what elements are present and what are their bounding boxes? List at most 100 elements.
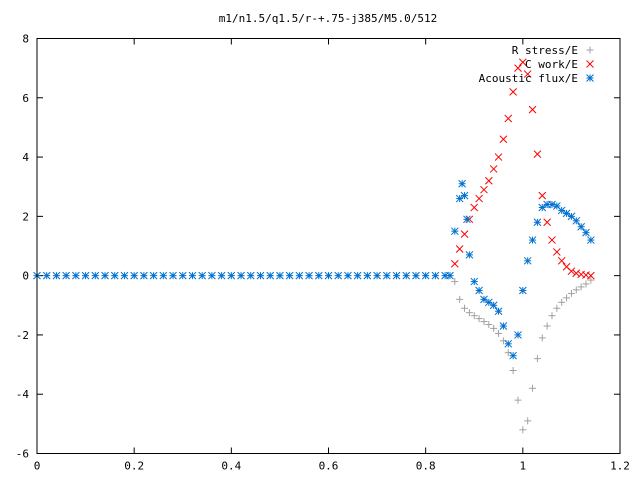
y-tick-label: 4	[22, 151, 29, 164]
data-point	[524, 417, 532, 425]
data-point	[529, 384, 537, 392]
data-point	[504, 339, 513, 348]
y-tick-label: -4	[16, 388, 30, 401]
data-point	[81, 271, 90, 280]
data-point	[509, 351, 517, 360]
data-point	[494, 307, 503, 316]
data-point	[402, 271, 411, 280]
data-point	[495, 329, 503, 337]
data-point	[266, 271, 275, 280]
data-point	[227, 271, 236, 280]
data-point	[494, 153, 503, 161]
data-point	[518, 286, 527, 295]
data-point	[451, 278, 459, 286]
data-point	[480, 318, 488, 326]
y-tick-label: -6	[16, 448, 29, 461]
data-point	[460, 191, 469, 200]
data-point	[523, 256, 532, 265]
data-point	[553, 304, 561, 312]
data-point	[572, 286, 580, 294]
legend-label: Acoustic flux/E	[479, 72, 578, 85]
legend-marker	[586, 46, 594, 54]
data-point	[178, 271, 187, 280]
data-point	[587, 276, 595, 284]
plot-frame	[36, 38, 621, 454]
data-point	[130, 271, 139, 280]
series-2	[33, 179, 595, 360]
data-point	[363, 271, 372, 280]
data-point	[557, 256, 566, 265]
data-point	[504, 114, 513, 123]
x-tick-label: 0.4	[221, 460, 241, 473]
data-point	[110, 271, 119, 280]
data-point	[392, 271, 401, 280]
data-point	[557, 206, 566, 215]
data-point	[237, 271, 245, 280]
data-point	[62, 271, 71, 280]
data-point	[552, 248, 561, 256]
data-point	[455, 245, 464, 253]
data-point	[509, 88, 517, 96]
data-point	[567, 267, 576, 276]
series-1	[450, 58, 595, 280]
y-tick-label: -2	[16, 329, 29, 342]
data-point	[344, 271, 352, 280]
data-point	[458, 179, 466, 188]
data-point	[523, 70, 532, 78]
plot-points	[33, 58, 595, 434]
data-point	[456, 295, 464, 303]
data-point	[42, 271, 51, 280]
data-point	[475, 315, 483, 323]
data-point	[563, 294, 571, 302]
x-tick-label: 0.2	[124, 460, 144, 473]
data-point	[431, 271, 440, 280]
data-point	[465, 309, 473, 317]
data-point	[543, 322, 551, 330]
data-point	[470, 312, 478, 320]
data-point	[519, 426, 527, 434]
data-point	[514, 331, 522, 339]
data-point	[314, 271, 323, 280]
data-point	[548, 312, 556, 320]
legend-label: R stress/E	[512, 44, 578, 57]
data-point	[567, 289, 575, 297]
series-0	[451, 276, 595, 434]
x-tick-label: 1.2	[610, 460, 630, 473]
data-point	[533, 355, 541, 363]
data-point	[470, 203, 479, 212]
data-point	[586, 236, 595, 244]
data-point	[548, 200, 556, 209]
data-point	[533, 150, 542, 158]
chart-title: m1/n1.5/q1.5/r-+.75-j385/M5.0/512	[219, 12, 438, 25]
data-point	[499, 322, 508, 330]
data-point	[499, 135, 508, 144]
data-point	[538, 191, 547, 200]
data-point	[538, 334, 546, 342]
data-point	[572, 216, 581, 225]
data-point	[543, 218, 551, 227]
data-point	[72, 271, 80, 280]
data-point	[514, 64, 522, 72]
data-point	[91, 271, 100, 280]
legend-marker	[586, 74, 594, 82]
x-tick-label: 0.6	[319, 460, 339, 473]
data-point	[582, 228, 590, 237]
data-point	[460, 230, 469, 238]
data-point	[208, 271, 216, 280]
data-point	[548, 236, 556, 244]
data-point	[149, 271, 158, 280]
data-point	[509, 367, 517, 374]
data-point	[285, 271, 294, 280]
y-tick-label: 6	[22, 92, 29, 105]
data-point	[382, 271, 391, 280]
data-point	[518, 58, 527, 67]
data-point	[159, 271, 168, 280]
data-point	[256, 271, 265, 280]
data-point	[470, 277, 479, 286]
data-point	[533, 218, 542, 227]
legend-marker	[586, 60, 594, 68]
data-point	[528, 105, 537, 114]
y-tick-label: 2	[22, 210, 29, 223]
